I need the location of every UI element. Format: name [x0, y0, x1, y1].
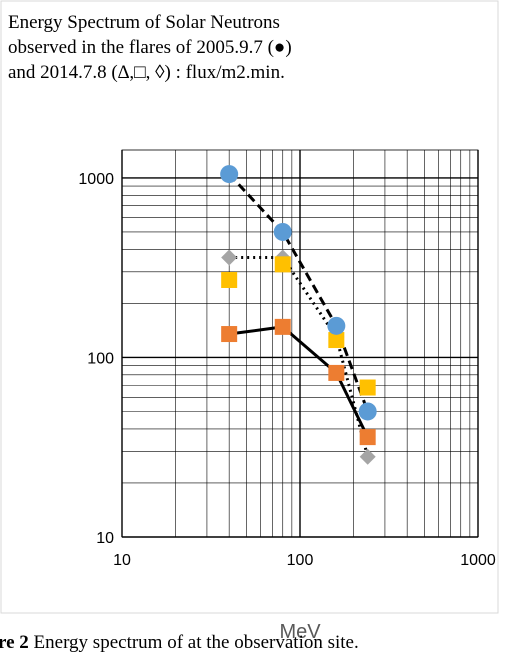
- data-point: [221, 271, 238, 288]
- data-point: [359, 429, 376, 446]
- title-line: Energy Spectrum of Solar Neutrons: [8, 12, 280, 33]
- data-point: [359, 379, 376, 396]
- title-line: and 2014.7.8 (∆,□, ◊) : flux/m2.min.: [8, 62, 285, 83]
- y-tick-label: 10: [96, 530, 114, 547]
- chart-frame: [0, 0, 499, 614]
- data-point: [358, 402, 377, 421]
- data-point: [273, 222, 292, 241]
- series-line: [228, 325, 370, 438]
- data-point: [220, 165, 239, 184]
- data-point: [274, 318, 291, 335]
- title-line: observed in the flares of 2005.9.7 (●): [8, 37, 292, 58]
- data-point: [327, 316, 346, 335]
- caption-label: re 2: [0, 632, 29, 652]
- y-tick-label: 100: [87, 350, 114, 367]
- y-tick-label: 1000: [78, 171, 114, 188]
- x-tick-label: 1000: [460, 552, 496, 569]
- x-tick-label: 10: [113, 552, 131, 569]
- data-point: [221, 249, 238, 266]
- caption-text: Energy spectrum of at the observation si…: [34, 632, 359, 652]
- series-line: [229, 256, 370, 458]
- data-point: [328, 364, 345, 381]
- data-point: [359, 448, 376, 465]
- series-line: [228, 173, 370, 413]
- data-point: [328, 332, 345, 349]
- data-point: [274, 256, 291, 273]
- x-tick-label: 100: [287, 552, 314, 569]
- data-point: [221, 326, 238, 343]
- caption: re 2 Energy spectrum of at the observati…: [0, 632, 359, 652]
- x-axis-label: MeV: [279, 621, 321, 643]
